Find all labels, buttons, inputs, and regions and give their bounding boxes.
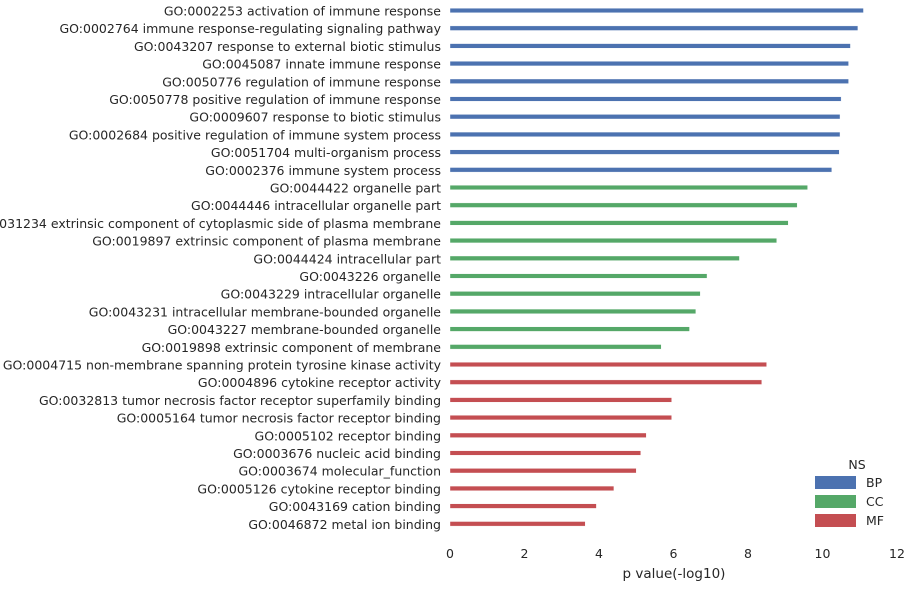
bar-mf (449, 503, 597, 509)
category-label: GO:0043169 cation binding (269, 499, 441, 514)
category-label: GO:0002684 positive regulation of immune… (69, 127, 441, 142)
category-label: GO:0009607 response to biotic stimulus (189, 110, 441, 125)
bar-bp (449, 61, 849, 67)
category-label: GO:0032813 tumor necrosis factor recepto… (39, 393, 441, 408)
bar-bp (449, 131, 841, 137)
bar-cc (449, 184, 808, 190)
bar-cc (449, 291, 701, 297)
category-label: GO:0051704 multi-organism process (211, 145, 441, 160)
bar-mf (449, 450, 641, 456)
bars-layer (449, 7, 864, 527)
category-label: GO:0044424 intracellular part (253, 251, 441, 266)
category-label: GO:0046872 metal ion binding (248, 517, 441, 532)
category-label: GO:0043226 organelle (299, 269, 441, 284)
category-label: GO:0005164 tumor necrosis factor recepto… (117, 411, 441, 426)
legend-swatch-cc (815, 495, 856, 508)
bar-mf (449, 432, 647, 438)
bar-mf (449, 362, 767, 368)
category-label: GO:0050776 regulation of immune response (162, 74, 441, 89)
category-label: GO:0019897 extrinsic component of plasma… (92, 234, 441, 249)
bar-cc (449, 326, 690, 332)
bar-bp (449, 167, 833, 173)
bar-mf (449, 485, 615, 491)
category-label: GO:0003674 molecular_function (238, 464, 441, 479)
bar-bp (449, 149, 840, 155)
category-label: GO:0044446 intracellular organelle part (191, 198, 441, 213)
bar-cc (449, 238, 777, 244)
legend-label-cc: CC (866, 494, 884, 509)
legend-swatch-mf (815, 514, 856, 527)
category-label: GO:0043229 intracellular organelle (221, 287, 442, 302)
category-label: GO:0045087 innate immune response (202, 57, 441, 72)
category-label: GO:0043227 membrane-bounded organelle (168, 322, 442, 337)
category-label: GO:0044422 organelle part (270, 181, 441, 196)
bar-bp (449, 114, 841, 120)
legend-title: NS (848, 457, 865, 472)
category-label: GO:0003676 nucleic acid binding (233, 446, 441, 461)
legend-label-bp: BP (866, 475, 883, 490)
x-tick-label: 12 (889, 546, 905, 561)
bar-bp (449, 96, 842, 102)
bar-cc (449, 255, 740, 261)
x-tick-label: 8 (744, 546, 752, 561)
x-tick-label: 2 (521, 546, 529, 561)
category-label: GO:0019898 extrinsic component of membra… (142, 340, 442, 355)
category-label: GO:0005102 receptor binding (255, 428, 441, 443)
x-axis-ticks: 0 2 4 6 8 10 12 (446, 546, 905, 561)
legend-label-mf: MF (866, 513, 884, 528)
bar-bp (449, 43, 851, 49)
x-tick-label: 0 (446, 546, 454, 561)
category-labels: GO:0002253 activation of immune response… (0, 4, 442, 532)
x-axis-label: p value(-log10) (623, 566, 726, 582)
bar-mf (449, 415, 672, 421)
bar-mf (449, 379, 762, 385)
bar-mf (449, 397, 672, 403)
category-label: GO:0043231 intracellular membrane-bounde… (89, 304, 442, 319)
x-tick-label: 10 (815, 546, 831, 561)
bar-mf (449, 468, 637, 474)
category-label: GO:0002376 immune system process (205, 163, 441, 178)
bar-bp (449, 78, 849, 84)
category-label: GO:0002764 immune response-regulating si… (59, 21, 441, 36)
bar-cc (449, 308, 697, 314)
bar-cc (449, 202, 798, 208)
category-label: GO:0005126 cytokine receptor binding (197, 481, 441, 496)
bar-cc (449, 344, 662, 350)
category-label: GO:0050778 positive regulation of immune… (109, 92, 441, 107)
legend-swatch-bp (815, 476, 856, 489)
bar-bp (449, 7, 864, 13)
bar-mf (449, 521, 586, 527)
bar-bp (449, 25, 859, 31)
category-label: GO:0004896 cytokine receptor activity (198, 375, 442, 390)
bar-cc (449, 273, 708, 279)
category-label: GO:0004715 non-membrane spanning protein… (3, 358, 442, 373)
category-label: GO:0043207 response to external biotic s… (134, 39, 441, 54)
legend: NS BP CC MF (815, 457, 884, 528)
x-tick-label: 6 (670, 546, 678, 561)
category-label: GO:0002253 activation of immune response (164, 4, 441, 19)
category-label: GO:0031234 extrinsic component of cytopl… (0, 216, 441, 231)
x-tick-label: 4 (595, 546, 603, 561)
bar-cc (449, 220, 789, 226)
